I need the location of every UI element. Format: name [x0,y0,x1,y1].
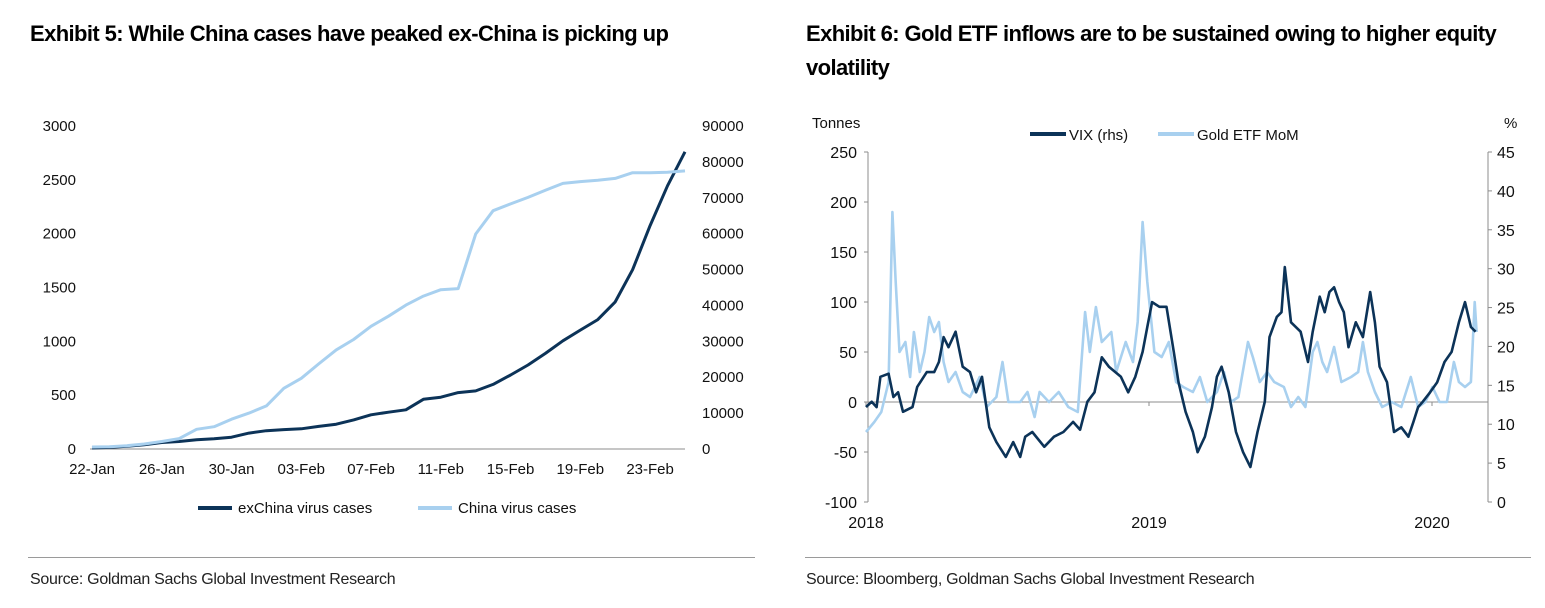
x-tick-label: 2018 [848,515,884,532]
y-right-tick-label: 15 [1497,378,1515,395]
y-left-tick-label: -100 [825,495,857,512]
y-right-tick-label: 90000 [702,118,744,135]
y-left-tick-label: 150 [830,245,857,262]
x-tick-label: 19-Feb [557,461,605,478]
y-right-axis-label: % [1504,115,1517,132]
exhibit-6-source: Source: Bloomberg, Goldman Sachs Global … [806,571,1255,588]
y-left-axis-label: Tonnes [812,115,860,132]
x-tick-label: 03-Feb [278,461,326,478]
series-line-vix-rhs [865,265,1477,469]
x-tick-label: 26-Jan [139,461,185,478]
y-left-tick-label: 100 [830,295,857,312]
x-tick-label: 22-Jan [69,461,115,478]
y-left-tick-label: 1000 [43,333,76,350]
x-tick-label: 2019 [1131,515,1167,532]
y-right-tick-label: 60000 [702,226,744,243]
y-right-tick-label: 30 [1497,262,1515,279]
y-right-tick-label: 40 [1497,184,1515,201]
y-left-tick-label: -50 [834,445,857,462]
y-right-tick-label: 50000 [702,262,744,279]
y-right-tick-label: 0 [702,441,710,458]
legend-label: China virus cases [458,500,576,517]
series-line-china-virus-cases [91,169,686,449]
y-right-tick-label: 80000 [702,154,744,171]
x-tick-label: 11-Feb [418,461,464,478]
exhibit-6-title: Exhibit 6: Gold ETF inflows are to be su… [806,21,1497,80]
y-left-tick-label: 250 [830,145,857,162]
legend-label: VIX (rhs) [1069,127,1128,144]
y-right-tick-label: 35 [1497,223,1515,240]
y-right-tick-label: 20000 [702,369,744,386]
x-tick-label: 07-Feb [347,461,395,478]
y-right-tick-label: 70000 [702,190,744,207]
y-right-tick-label: 10000 [702,405,744,422]
legend-label: exChina virus cases [238,500,372,517]
exhibit-5-divider [28,557,755,558]
x-tick-label: 30-Jan [209,461,255,478]
exhibit-5-title: Exhibit 5: While China cases have peaked… [30,21,669,46]
y-left-tick-label: 0 [68,441,76,458]
y-right-tick-label: 0 [1497,495,1506,512]
y-left-tick-label: 1500 [43,280,76,297]
y-right-tick-label: 25 [1497,301,1515,318]
y-right-tick-label: 10 [1497,417,1515,434]
x-tick-label: 2020 [1414,515,1450,532]
series-line-exchina-virus-cases [91,151,687,450]
exhibit-6-divider [805,557,1531,558]
legend-label: Gold ETF MoM [1197,127,1299,144]
y-left-tick-label: 50 [839,345,857,362]
y-right-tick-label: 30000 [702,333,744,350]
y-left-tick-label: 200 [830,195,857,212]
series-line-gold-etf-mom [864,210,1478,433]
y-left-tick-label: 3000 [43,118,76,135]
y-right-tick-label: 20 [1497,339,1515,356]
y-left-tick-label: 2000 [43,226,76,243]
exhibit-5-source: Source: Goldman Sachs Global Investment … [30,571,396,588]
y-left-tick-label: 500 [51,387,76,404]
y-right-tick-label: 45 [1497,145,1515,162]
x-tick-label: 23-Feb [626,461,674,478]
y-left-tick-label: 2500 [43,172,76,189]
x-tick-label: 15-Feb [487,461,535,478]
y-left-tick-label: 0 [848,395,857,412]
y-right-tick-label: 5 [1497,456,1506,473]
y-right-tick-label: 40000 [702,297,744,314]
